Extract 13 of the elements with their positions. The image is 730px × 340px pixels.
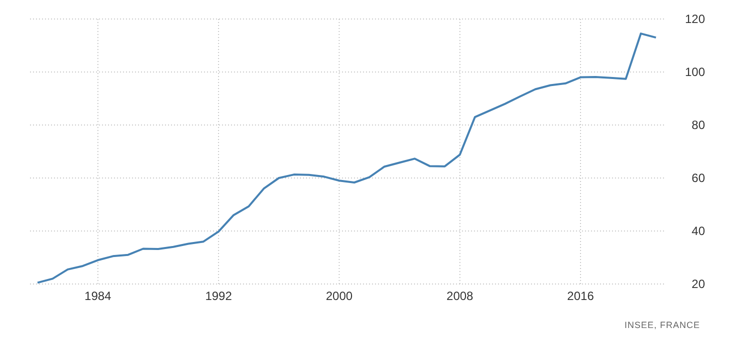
y-tick-label: 100 [684, 65, 706, 80]
line-series [36, 32, 657, 284]
y-tick-label: 80 [692, 118, 706, 132]
y-tick-label: 120 [684, 12, 706, 26]
y-tick-label: 40 [692, 224, 706, 238]
x-tick-label: 1984 [84, 289, 112, 303]
text: INSEE, FRANCE [624, 320, 700, 330]
x-tick-label: 2000 [326, 289, 353, 303]
y-tick-label: 20 [692, 277, 706, 292]
y-tick-label: 60 [692, 171, 706, 186]
x-tick-label: 2008 [446, 289, 474, 303]
x-tick-label: 1992 [205, 289, 232, 303]
x-tick-label: 2016 [567, 289, 594, 303]
